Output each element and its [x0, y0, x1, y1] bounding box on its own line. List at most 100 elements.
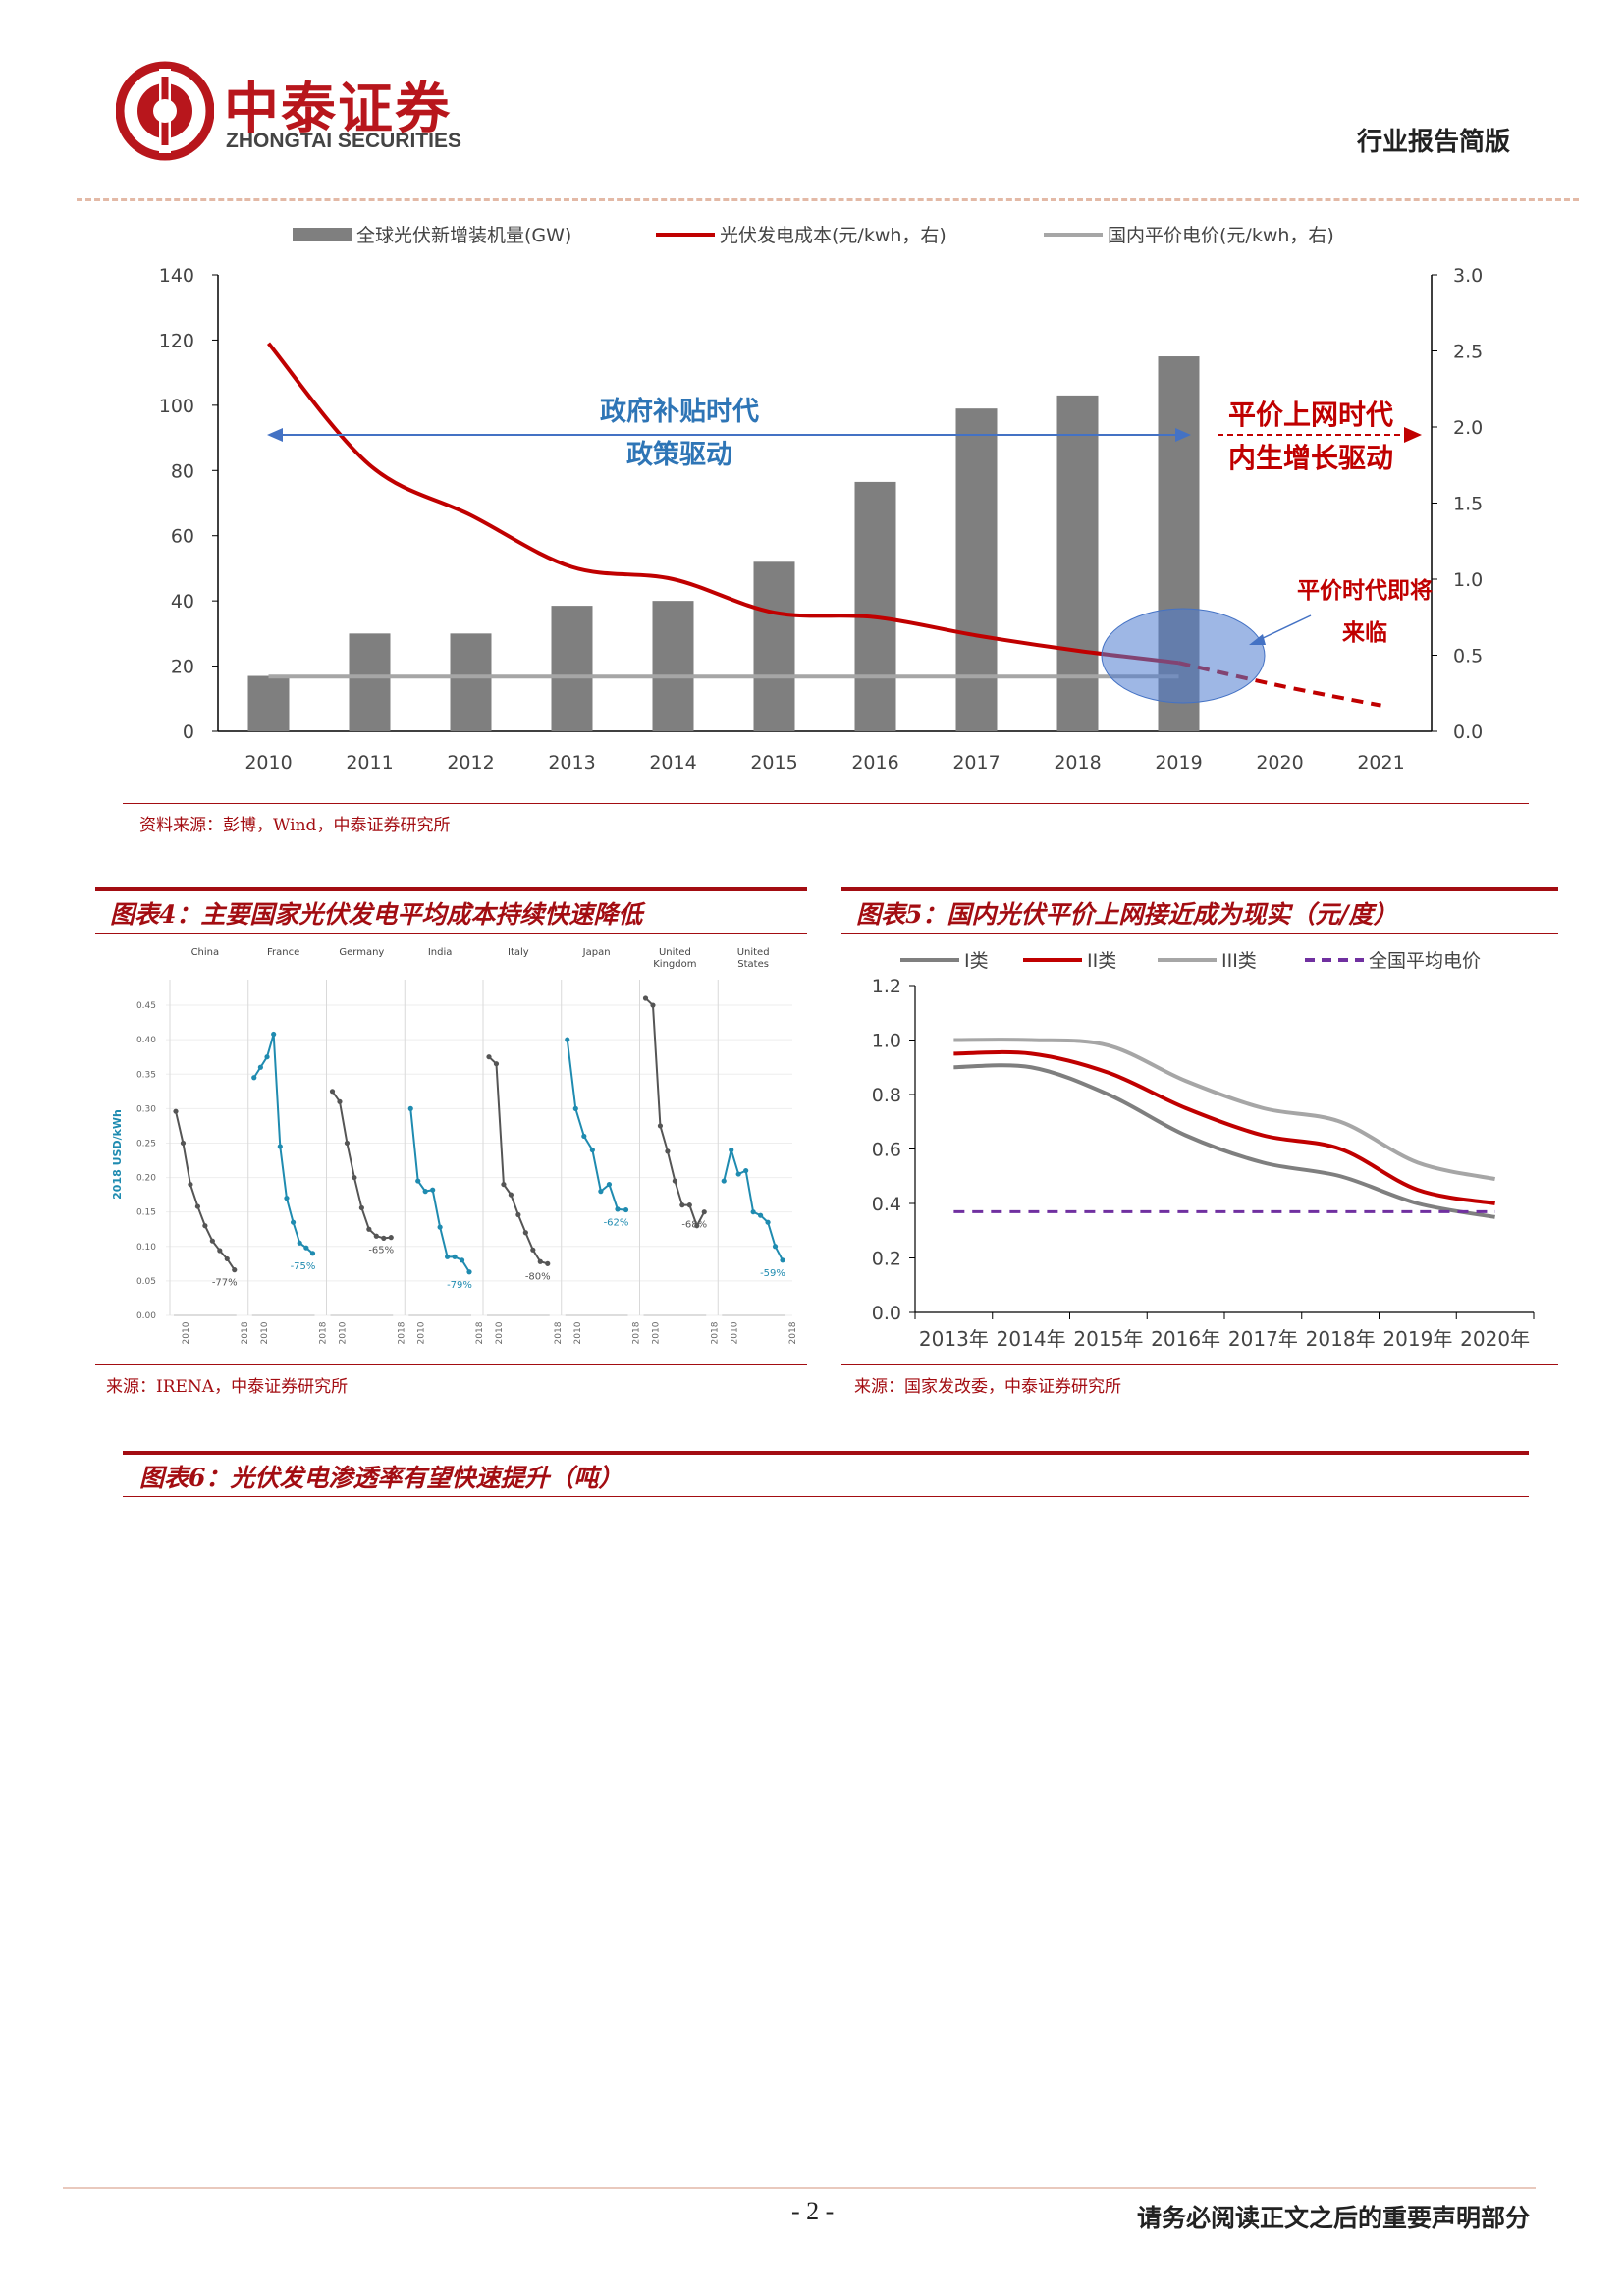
- y-right-tick-label: 2.5: [1453, 342, 1483, 363]
- fig5-source: 来源：国家发改委，中泰证券研究所: [854, 1377, 1121, 1397]
- fig4-point: [493, 1061, 500, 1067]
- legend-label-grid-price: 国内平价电价(元/kwh，右): [1108, 225, 1334, 246]
- y-right-tick-label: 3.0: [1453, 265, 1483, 287]
- parity-era-arrowhead: [1404, 427, 1422, 443]
- parity-coming-sublabel: 来临: [1342, 619, 1387, 646]
- fig4-change-label: -68%: [681, 1220, 707, 1231]
- x-tick-label: 2011: [346, 752, 393, 774]
- fig4-country-label: Japan: [582, 947, 611, 958]
- fig4-point: [297, 1240, 302, 1246]
- brand-name-en: ZHONGTAI SECURITIES: [226, 130, 461, 152]
- parity-callout-arrow: [1258, 614, 1312, 641]
- fig4-point: [194, 1203, 201, 1209]
- subsidy-era-arrowhead-right: [1175, 428, 1191, 442]
- fig4-point: [772, 1244, 779, 1250]
- fig4-x-tick: 2018: [475, 1321, 485, 1344]
- fig4-cost-line: [409, 1108, 470, 1273]
- fig4-cost-line: [488, 1055, 549, 1265]
- installed-bar-2011: [349, 633, 391, 731]
- fig4-y-axis-label: 2018 USD/kWh: [111, 1109, 124, 1200]
- fig5-x-tick: 2013年: [919, 1327, 989, 1351]
- fig5-y-tick: 0.4: [872, 1194, 901, 1215]
- subsidy-era-label: 政府补贴时代: [600, 396, 759, 427]
- fig4-point: [337, 1098, 343, 1104]
- y-right-tick-label: 2.0: [1453, 417, 1483, 439]
- fig4-point: [430, 1187, 436, 1193]
- fig5-y-tick: 0.8: [872, 1085, 901, 1106]
- fig5-title: 图表5：国内光伏平价上网接近成为现实（元/度）: [856, 900, 1398, 929]
- installed-bar-2016: [854, 481, 896, 731]
- fig4-point: [729, 1147, 734, 1153]
- fig4-change-label: -77%: [212, 1278, 238, 1289]
- fig4-point: [373, 1233, 379, 1239]
- fig4-x-tick: 2010: [495, 1321, 505, 1344]
- fig4-point: [188, 1181, 193, 1188]
- legend-swatch-installed: [293, 228, 352, 241]
- fig4-point: [657, 1123, 664, 1129]
- fig4-point: [444, 1254, 451, 1259]
- fig4-point: [757, 1212, 764, 1218]
- fig4-cost-line: [723, 1146, 784, 1261]
- fig4-point: [565, 1037, 570, 1042]
- fig4-x-tick: 2018: [319, 1321, 329, 1344]
- fig4-point: [515, 1211, 521, 1218]
- y-right-tick-label: 0.0: [1453, 721, 1483, 743]
- fig5-y-tick: 1.0: [872, 1031, 901, 1052]
- x-tick-label: 2012: [447, 752, 494, 774]
- fig4-point: [381, 1235, 387, 1241]
- installed-bar-2017: [955, 408, 998, 731]
- fig4-x-tick: 2018: [554, 1321, 564, 1344]
- fig5-title-rule: [841, 887, 1558, 891]
- fig4-point: [508, 1192, 514, 1198]
- subsidy-era-sublabel: 政策驱动: [626, 439, 732, 470]
- fig4-point: [735, 1171, 741, 1177]
- fig4-y-tick: 0.15: [136, 1208, 156, 1218]
- fig4-point: [217, 1248, 223, 1254]
- fig4-x-tick: 2018: [397, 1321, 406, 1344]
- parity-callout-arrowhead: [1249, 634, 1266, 645]
- fig4-point: [257, 1064, 263, 1070]
- y-right-tick-label: 1.0: [1453, 569, 1483, 591]
- fig4-point: [358, 1204, 364, 1211]
- y-right-tick-label: 1.5: [1453, 494, 1483, 515]
- x-tick-label: 2021: [1357, 752, 1404, 774]
- parity-era-label: 平价上网时代: [1228, 399, 1393, 431]
- installed-bar-2018: [1056, 395, 1099, 731]
- legend-label-installed: 全球光伏新增装机量(GW): [356, 225, 571, 246]
- x-tick-label: 2010: [244, 752, 292, 774]
- fig4-title: 图表4：主要国家光伏发电平均成本持续快速降低: [110, 900, 643, 929]
- x-tick-label: 2015: [750, 752, 797, 774]
- fig4-country-label: China: [191, 947, 220, 958]
- fig4-point: [415, 1178, 421, 1184]
- fig4-country-label: United: [659, 947, 691, 958]
- fig4-y-tick: 0.10: [136, 1243, 156, 1253]
- fig5-y-tick: 0.2: [872, 1249, 901, 1270]
- x-tick-label: 2013: [548, 752, 595, 774]
- fig5-x-tick: 2016年: [1151, 1327, 1220, 1351]
- installed-bar-2010: [247, 675, 290, 731]
- fig4-country-label: Germany: [339, 947, 384, 958]
- fig4-point: [329, 1089, 336, 1095]
- report-type: 行业报告简版: [1356, 128, 1510, 157]
- y-left-tick-label: 80: [171, 460, 194, 482]
- fig4-point: [615, 1206, 621, 1212]
- parity-coming-label: 平价时代即将: [1297, 577, 1433, 604]
- fig4-point: [750, 1209, 756, 1215]
- fig4-cost-line: [331, 1091, 392, 1240]
- fig5-legend-label: I类: [964, 950, 989, 972]
- fig4-change-label: -62%: [604, 1218, 629, 1229]
- parity-era-sublabel: 内生增长驱动: [1228, 442, 1393, 474]
- y-left-tick-label: 60: [171, 526, 194, 548]
- fig5-legend-label: II类: [1087, 950, 1116, 972]
- x-tick-label: 2014: [649, 752, 696, 774]
- y-left-tick-label: 100: [159, 396, 194, 417]
- fig4-point: [388, 1235, 394, 1241]
- fig4-x-tick: 2018: [788, 1321, 798, 1344]
- fig4-point: [545, 1260, 551, 1266]
- x-tick-label: 2016: [851, 752, 898, 774]
- fig4-point: [679, 1202, 685, 1208]
- fig4-point: [366, 1226, 372, 1232]
- fig5-legend-label: 全国平均电价: [1369, 950, 1481, 972]
- legend-label-cost: 光伏发电成本(元/kwh，右): [720, 225, 947, 246]
- fig4-cost-line: [566, 1040, 626, 1211]
